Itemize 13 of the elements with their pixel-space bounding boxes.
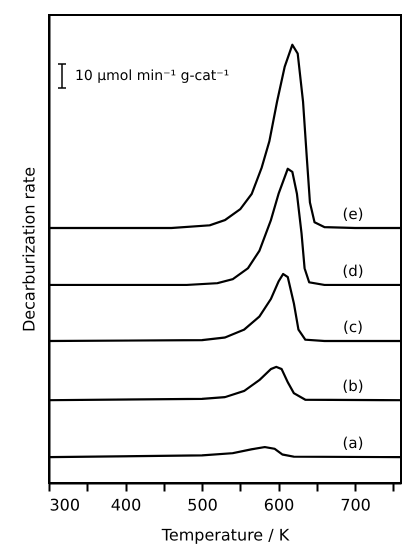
x-tick-label: 500 xyxy=(187,496,218,514)
series-label: (a) xyxy=(342,434,364,452)
x-tick-label: 300 xyxy=(50,496,80,514)
x-axis-title: Temperature / K xyxy=(160,526,290,544)
x-tick-label: 400 xyxy=(110,496,142,514)
series-label: (b) xyxy=(342,377,364,396)
series-label: (e) xyxy=(342,204,364,223)
x-tick-label: 600 xyxy=(264,496,294,514)
y-axis-title: Decarburization rate xyxy=(20,166,38,332)
series-label: (c) xyxy=(343,318,363,336)
x-tick-label: 700 xyxy=(340,496,371,514)
series-label: (d) xyxy=(342,262,364,280)
annotation: 10 μmol min⁻¹ g-cat⁻¹ xyxy=(75,68,230,84)
